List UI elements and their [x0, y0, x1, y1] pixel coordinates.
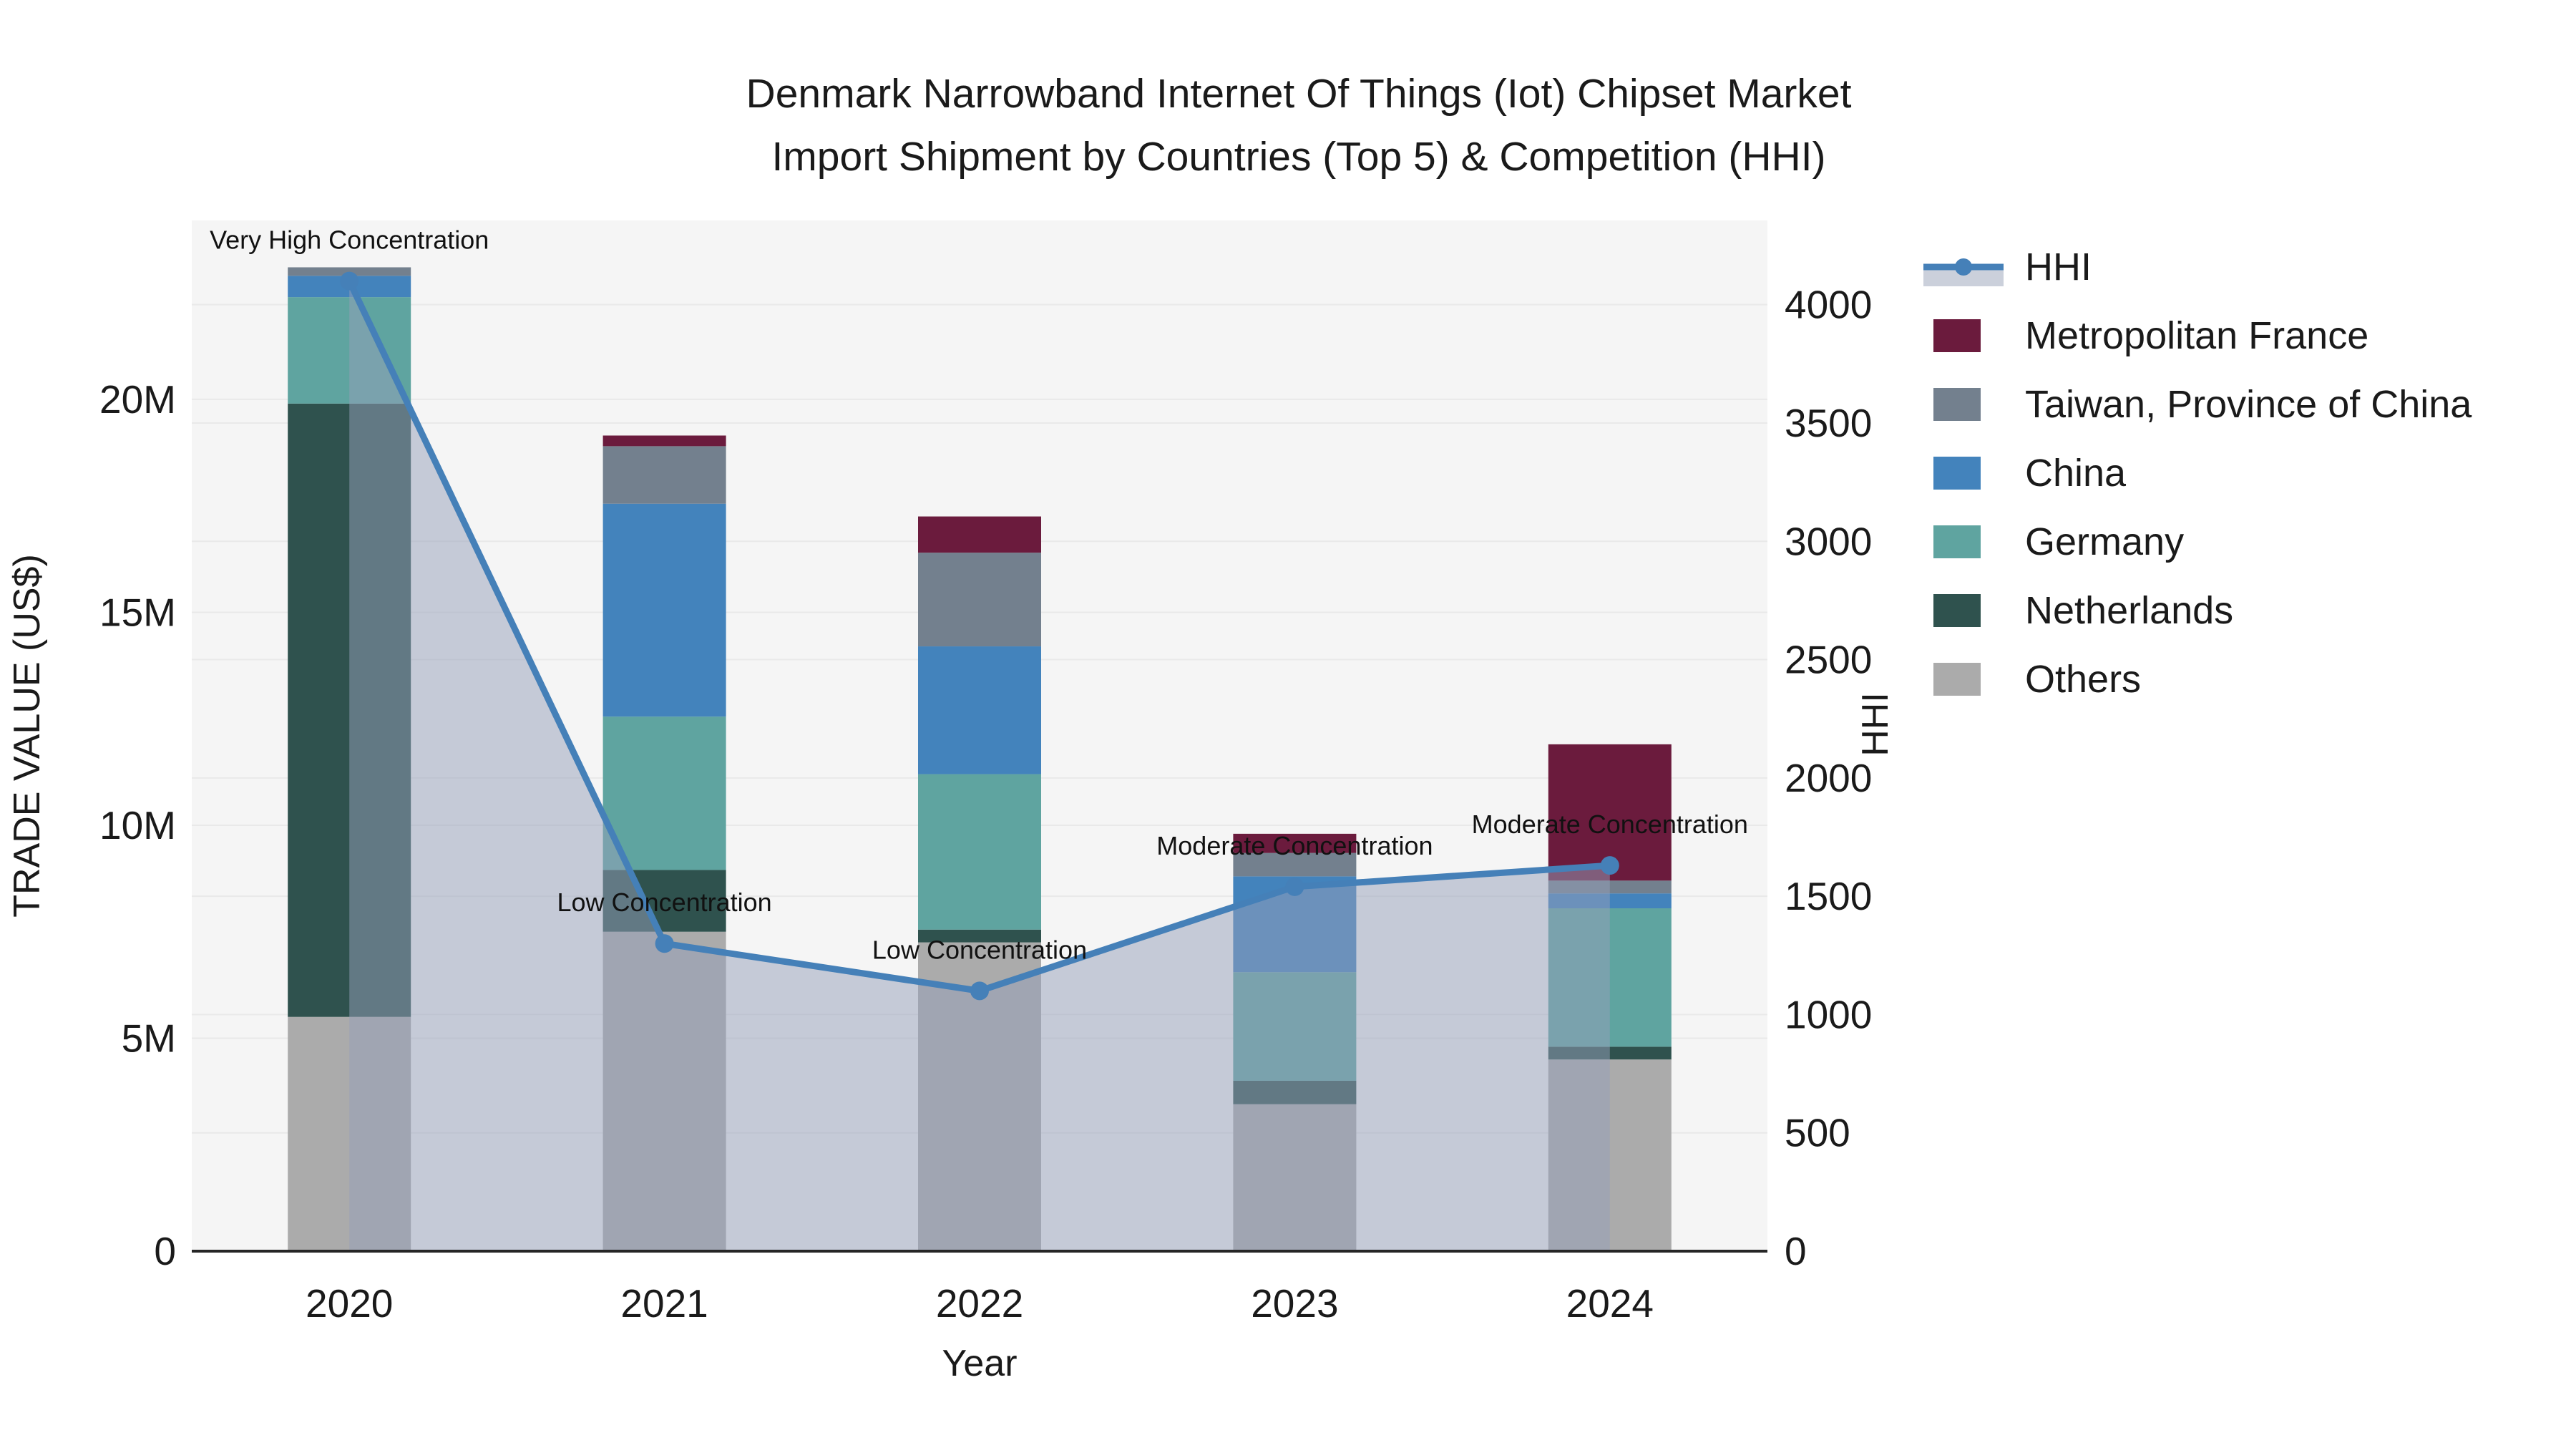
- bar-segment-2020-taiwan-province-of-china: [288, 267, 411, 276]
- x-axis-tick-label-2023: 2023: [1251, 1281, 1338, 1326]
- hhi-marker-2020: [340, 271, 359, 291]
- right-axis-tick-label: 1500: [1785, 874, 1872, 918]
- hhi-annotation-2024: Moderate Concentration: [1472, 810, 1748, 839]
- legend-label-netherlands: Netherlands: [2025, 589, 2233, 632]
- hhi-area-fill: [349, 281, 1610, 1251]
- legend-swatch-others: [1933, 663, 1981, 696]
- bar-segment-2023-metropolitan-france: [1233, 833, 1357, 853]
- hhi-annotation-2021: Low Concentration: [557, 888, 772, 917]
- legend-label-metropolitan-france: Metropolitan France: [2025, 314, 2368, 357]
- annotation-layer: Very High Concentration Low Concentration…: [210, 225, 1748, 965]
- right-axis-tick-label: 4000: [1785, 283, 1872, 327]
- legend-label-germany: Germany: [2025, 520, 2184, 563]
- bar-segment-2021-metropolitan-france: [602, 435, 726, 447]
- right-axis-tick-label: 1000: [1785, 992, 1872, 1036]
- hhi-marker-2021: [655, 934, 674, 953]
- left-axis-tick-label: 10M: [99, 803, 176, 847]
- right-axis-tick-label: 3500: [1785, 401, 1872, 445]
- hhi-marker-2024: [1600, 856, 1619, 875]
- hhi-line-layer: [340, 271, 1619, 1001]
- legend-label-others: Others: [2025, 658, 2141, 701]
- legend-swatch-netherlands: [1933, 594, 1981, 627]
- bar-segment-2022-china: [918, 646, 1041, 774]
- hhi-area-fill-layer: [349, 281, 1610, 1251]
- x-axis-title: Year: [942, 1343, 1017, 1384]
- x-axis-tick-label-2022: 2022: [936, 1281, 1023, 1326]
- bar-segment-2021-germany: [602, 716, 726, 870]
- bar-segment-2022-taiwan-province-of-china: [918, 553, 1041, 647]
- legend-swatch-china: [1933, 457, 1981, 490]
- legend-label-china: China: [2025, 452, 2127, 495]
- bar-segment-2023-taiwan-province-of-china: [1233, 852, 1357, 877]
- legend-swatch-metropolitan-france: [1933, 319, 1981, 352]
- left-axis-tick-label: 15M: [99, 590, 176, 634]
- hhi-marker-2022: [970, 981, 989, 1001]
- chart-title-line2: Import Shipment by Countries (Top 5) & C…: [771, 134, 1825, 180]
- legend-swatch-taiwan-province-of-china: [1933, 388, 1981, 421]
- bar-segment-2022-germany: [918, 774, 1041, 930]
- legend-label-hhi: HHI: [2025, 246, 2092, 288]
- tick-label-layer: 0 5M 10M 15M 20M 0 500 1000 1500 2000 2500 3000 3500…: [99, 283, 1872, 1326]
- legend-swatch-hhi-marker: [1955, 258, 1972, 276]
- legend-label-taiwan-province-of-china: Taiwan, Province of China: [2025, 383, 2472, 426]
- hhi-annotation-2023: Moderate Concentration: [1156, 831, 1433, 860]
- right-axis-tick-label: 500: [1785, 1111, 1850, 1155]
- bar-segment-2022-netherlands: [918, 929, 1041, 943]
- left-axis-tick-label: 5M: [122, 1016, 176, 1060]
- hhi-annotation-2020: Very High Concentration: [210, 225, 489, 255]
- left-axis-tick-label: 0: [154, 1229, 176, 1273]
- legend: HHI Metropolitan France Taiwan, Province o…: [1923, 246, 2472, 701]
- hhi-annotation-2022: Low Concentration: [872, 935, 1087, 964]
- hhi-marker-2023: [1285, 877, 1304, 896]
- right-axis-tick-label: 3000: [1785, 519, 1872, 563]
- right-axis-tick-label: 2500: [1785, 638, 1872, 682]
- x-axis-tick-label-2021: 2021: [620, 1281, 708, 1326]
- right-y-axis-title: HHI: [1855, 692, 1896, 757]
- bar-segment-2021-taiwan-province-of-china: [602, 446, 726, 504]
- right-axis-tick-label: 0: [1785, 1229, 1807, 1273]
- left-axis-tick-label: 20M: [99, 377, 176, 422]
- x-axis-tick-label-2020: 2020: [306, 1281, 393, 1326]
- legend-swatch-germany: [1933, 525, 1981, 558]
- x-axis-tick-label-2024: 2024: [1566, 1281, 1654, 1326]
- bar-segment-2022-metropolitan-france: [918, 516, 1041, 553]
- left-y-axis-title: TRADE VALUE (US$): [6, 554, 48, 918]
- chart-title-line1: Denmark Narrowband Internet Of Things (I…: [746, 71, 1852, 117]
- bar-segment-2021-china: [602, 503, 726, 717]
- right-axis-tick-label: 2000: [1785, 756, 1872, 800]
